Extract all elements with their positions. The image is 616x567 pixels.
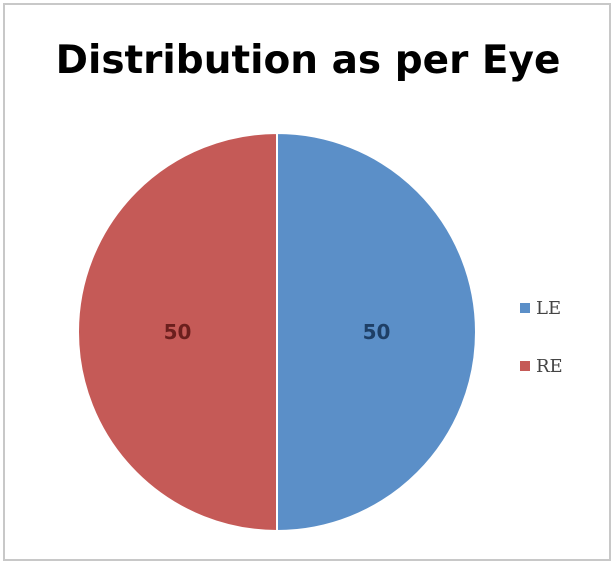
legend-item-le: LE [520, 296, 563, 320]
pie-slice-le [276, 131, 477, 533]
legend-swatch-le [520, 303, 530, 313]
legend-label-le: LE [536, 297, 562, 319]
pie-slice-re [77, 131, 278, 533]
chart-title: Distribution as per Eye [55, 38, 561, 83]
legend-label-re: RE [536, 355, 563, 377]
legend-swatch-re [520, 361, 530, 371]
legend: LE RE [520, 296, 563, 412]
data-label-re: 50 [164, 320, 192, 344]
data-label-le: 50 [363, 320, 391, 344]
legend-item-re: RE [520, 354, 563, 378]
